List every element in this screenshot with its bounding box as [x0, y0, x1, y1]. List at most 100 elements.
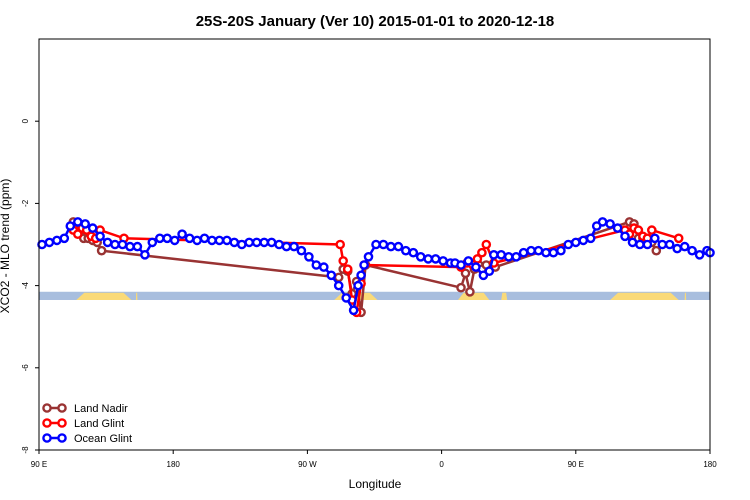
ocean-glint-point	[484, 266, 495, 277]
ocean-glint-point	[386, 241, 396, 252]
land-segment	[501, 292, 508, 300]
ocean-glint-point	[132, 241, 143, 252]
y-axis: 0 -2 -4 -6 -8	[21, 118, 39, 454]
legend-marker	[42, 403, 52, 413]
ocean-glint-point	[229, 237, 240, 248]
y-tick-label: -4	[21, 281, 30, 289]
ocean-glint-point	[259, 237, 270, 248]
ocean-glint-point	[65, 221, 76, 231]
ocean-glint-point	[192, 235, 202, 246]
ocean-glint-point	[52, 235, 62, 246]
ocean-glint-point	[687, 245, 697, 256]
ocean-band	[39, 291, 710, 300]
ocean-glint-point	[672, 243, 683, 254]
land-nadir-point	[456, 282, 466, 293]
ocean-glint-point	[304, 251, 314, 262]
ocean-glint-point	[463, 256, 474, 266]
ocean-glint-point	[371, 239, 381, 250]
ocean-glint-point	[222, 235, 232, 246]
ocean-glint-point	[154, 233, 165, 244]
ocean-glint-point	[605, 219, 615, 229]
ocean-glint-point	[311, 260, 322, 270]
legend-marker	[42, 418, 52, 428]
y-axis-label: XCO2 - MLO trend (ppm)	[0, 179, 12, 314]
ocean-glint-point	[488, 249, 499, 260]
legend-marker	[42, 433, 52, 443]
y-tick-label: -8	[21, 446, 30, 454]
ocean-glint-point	[348, 305, 359, 316]
legend: Land Nadir Land Glint Ocean Glint	[42, 403, 132, 445]
ocean-glint-point	[281, 241, 292, 252]
ocean-glint-point	[578, 235, 589, 246]
ocean-glint-point	[356, 270, 366, 281]
land-glint-point	[335, 239, 346, 250]
land-segment	[684, 292, 687, 300]
ocean-glint-point	[533, 245, 544, 256]
ocean-glint-point	[289, 241, 299, 252]
ocean-glint-point	[169, 235, 180, 246]
ocean-glint-point	[456, 260, 466, 270]
ocean-glint-point	[556, 245, 566, 256]
y-tick-label: 0	[21, 118, 30, 123]
x-tick-label: 180	[167, 460, 181, 469]
ocean-glint-point	[650, 233, 660, 244]
land-nadir-point	[651, 245, 662, 256]
ocean-glint-point	[73, 217, 83, 227]
ocean-glint-point	[274, 239, 284, 250]
ocean-glint-point	[184, 233, 195, 244]
chart-title: 25S-20S January (Ver 10) 2015-01-01 to 2…	[196, 13, 555, 30]
legend-marker	[57, 403, 67, 413]
ocean-glint-point	[627, 237, 638, 248]
x-axis-label: Longitude	[349, 477, 402, 491]
legend-entry: Land Nadir	[42, 403, 128, 415]
ocean-glint-point	[679, 241, 690, 252]
ocean-glint-point	[423, 254, 434, 264]
x-tick-label: 0	[439, 460, 444, 469]
y-tick-label: -2	[21, 199, 30, 207]
ocean-glint-point	[353, 280, 363, 291]
ocean-glint-point	[664, 239, 675, 250]
ocean-glint-point	[318, 262, 329, 272]
ocean-glint-point	[140, 249, 150, 260]
ocean-glint-point	[125, 241, 135, 252]
series-ocean-glint	[37, 217, 715, 316]
plot-frame	[38, 38, 711, 451]
ocean-glint-point	[430, 254, 441, 264]
land-nadir-point	[460, 268, 471, 279]
legend-marker	[57, 418, 67, 428]
land-glint-point	[673, 233, 684, 244]
ocean-glint-point	[393, 241, 404, 252]
ocean-glint-point	[642, 239, 653, 250]
ocean-glint-point	[378, 239, 389, 250]
ocean-glint-point	[438, 256, 448, 266]
land-nadir-point	[465, 286, 475, 297]
land-segment	[458, 292, 490, 300]
ocean-glint-point	[511, 251, 522, 262]
ocean-glint-point	[359, 260, 369, 270]
land-nadir-point	[333, 272, 344, 283]
land-glint-point	[481, 239, 492, 250]
x-tick-label: 180	[703, 460, 717, 469]
land-segment	[135, 292, 138, 300]
ocean-glint-point	[620, 231, 630, 242]
x-tick-label: 90 W	[298, 460, 317, 469]
ocean-glint-point	[80, 219, 90, 229]
ocean-glint-point	[471, 262, 481, 272]
ocean-glint-point	[207, 235, 217, 246]
ocean-glint-point	[408, 247, 419, 258]
legend-label: Land Glint	[74, 418, 124, 430]
ocean-glint-point	[657, 239, 668, 250]
ocean-glint-point	[518, 247, 529, 258]
ocean-glint-point	[496, 249, 507, 260]
ocean-glint-point	[162, 233, 172, 244]
ocean-glint-point	[503, 251, 514, 262]
ocean-glint-point	[236, 239, 247, 250]
land-glint-point	[342, 264, 353, 275]
ocean-glint-point	[251, 237, 262, 248]
x-axis: 90 E 180 90 W 0 90 E 180	[31, 450, 717, 469]
legend-label: Ocean Glint	[74, 433, 132, 445]
land-glint-point	[73, 229, 83, 239]
ocean-glint-point	[400, 245, 411, 256]
ocean-glint-point	[585, 233, 596, 244]
